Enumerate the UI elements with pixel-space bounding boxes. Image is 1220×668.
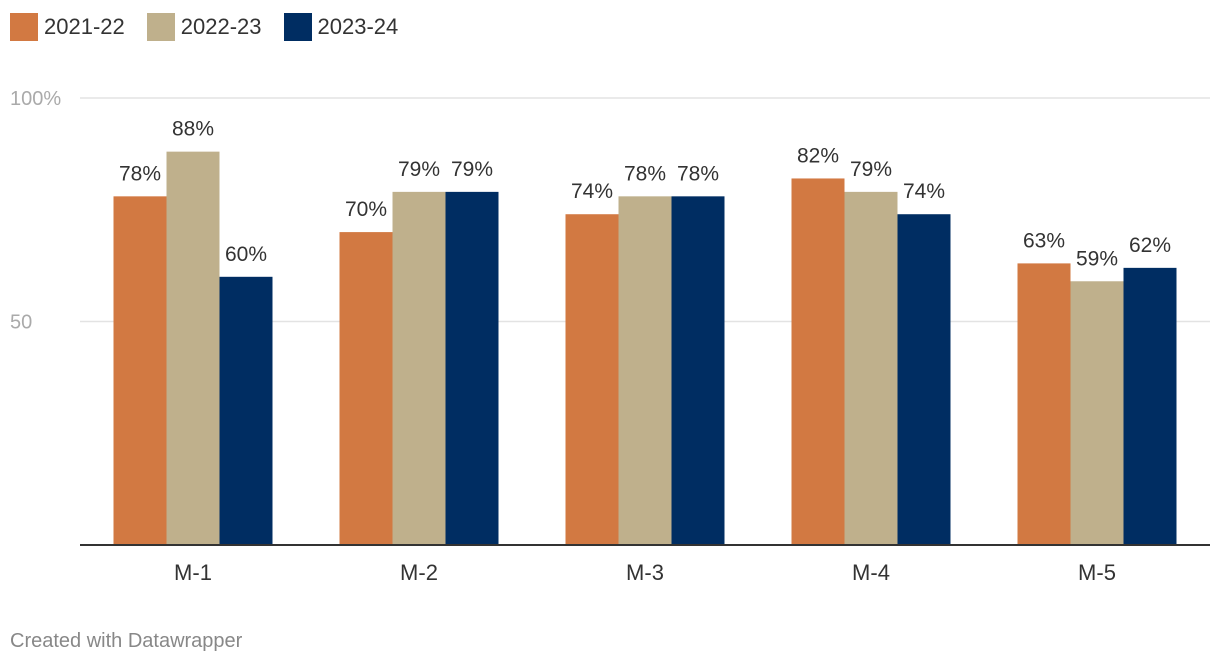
data-label: 88% [172,118,214,141]
x-category-label: M-4 [852,560,890,585]
data-label: 79% [850,158,892,181]
legend-swatch [10,13,38,41]
data-label: 62% [1129,234,1171,257]
legend-item-2023-24: 2023-24 [283,13,399,41]
bar-M-3-2023-24 [671,196,725,545]
bar-M-1-2023-24 [219,276,273,545]
footer-credit: Created with Datawrapper [10,630,243,652]
data-label: 59% [1076,247,1118,270]
data-label: 78% [119,162,161,185]
bar-M-2-2023-24 [445,191,499,545]
bar-M-1-2022-23 [166,151,220,545]
bar-M-4-2023-24 [897,214,951,545]
y-tick-label: 50 [10,312,32,334]
bar-M-5-2023-24 [1123,267,1177,545]
legend-label: 2023-24 [317,14,399,39]
data-label: 74% [903,180,945,203]
legend-swatch [146,13,175,41]
data-label: 70% [345,198,387,221]
chart-legend: 2021-22 2022-23 2023-24 [10,12,420,42]
data-label: 78% [677,162,719,185]
legend-item-2021-22: 2021-22 [10,13,125,41]
bar-M-3-2021-22 [565,214,619,545]
bar-M-1-2021-22 [113,196,167,545]
x-category-label: M-2 [400,560,438,585]
bar-M-4-2021-22 [791,178,845,545]
x-category-label: M-3 [626,560,664,585]
bar-M-4-2022-23 [844,191,898,545]
bar-M-2-2021-22 [339,232,393,545]
legend-label: 2021-22 [44,14,125,39]
bar-M-5-2022-23 [1070,281,1124,545]
data-label: 79% [398,158,440,181]
data-label: 82% [797,144,839,167]
legend-item-2022-23: 2022-23 [146,13,262,41]
bar-M-5-2021-22 [1017,263,1071,545]
data-label: 78% [624,162,666,185]
legend-swatch [283,13,312,41]
legend-label: 2022-23 [180,14,262,39]
data-label: 63% [1023,229,1065,252]
y-tick-label: 100% [10,88,61,110]
data-label: 79% [451,158,493,181]
data-label: 74% [571,180,613,203]
bar-M-3-2022-23 [618,196,672,545]
bar-M-2-2022-23 [392,191,446,545]
data-label: 60% [225,243,267,266]
x-category-label: M-5 [1078,560,1116,585]
x-category-label: M-1 [174,560,212,585]
